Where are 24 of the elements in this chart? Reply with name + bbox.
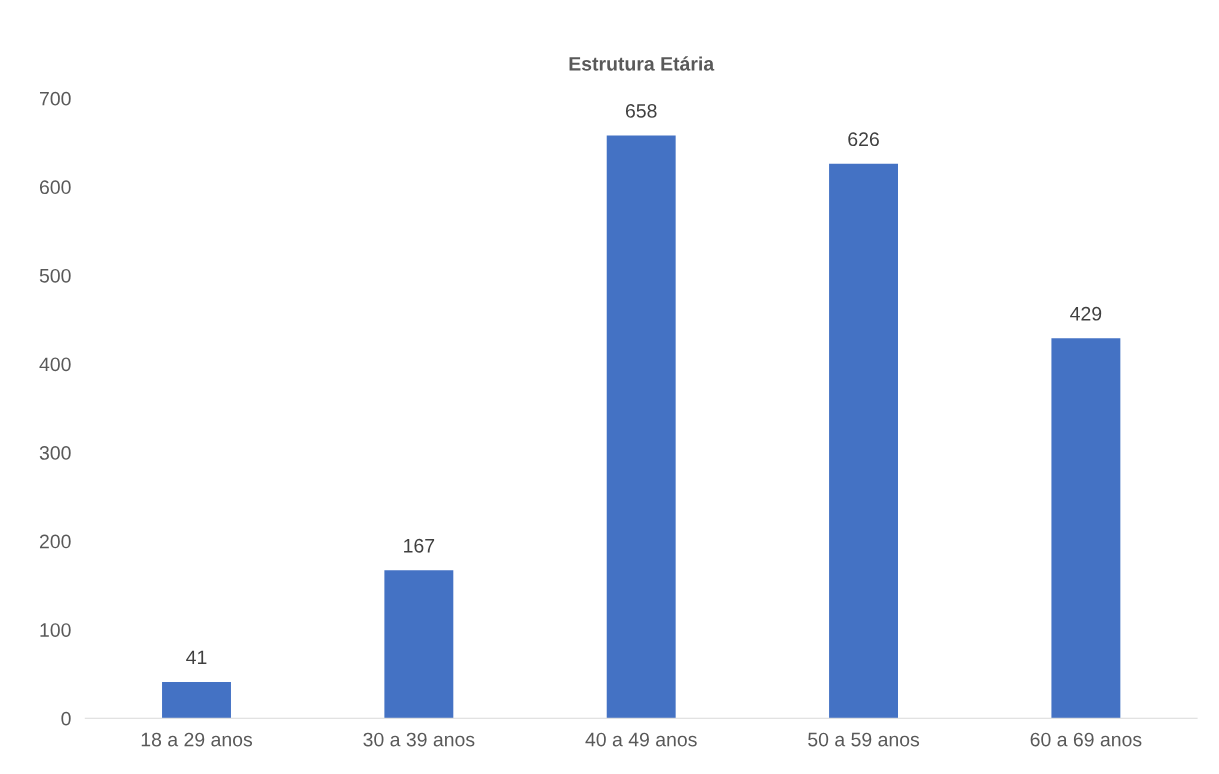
y-tick-label: 200 — [39, 534, 71, 549]
x-tick-label: 60 a 69 anos — [1030, 732, 1142, 747]
y-tick-label: 700 — [40, 91, 71, 106]
y-tick-label: 300 — [39, 446, 71, 460]
bar — [606, 135, 676, 719]
bar — [384, 570, 454, 719]
chart-title: Estrutura Etária — [569, 56, 715, 71]
x-tick-label: 40 a 49 anos — [585, 732, 697, 747]
data-label: 167 — [404, 538, 435, 553]
x-tick-label: 30 a 39 anos — [363, 732, 475, 747]
bar — [162, 681, 231, 719]
data-label: 626 — [848, 132, 879, 147]
bar — [829, 163, 898, 719]
data-label: 41 — [186, 650, 207, 665]
data-label: 429 — [1070, 306, 1102, 321]
y-tick-label: 500 — [39, 268, 71, 283]
y-tick-label: 400 — [39, 357, 71, 372]
y-tick-label: 100 — [40, 623, 71, 637]
x-tick-label: 18 a 29 anos — [141, 732, 253, 747]
data-label: 658 — [625, 104, 657, 118]
x-tick-label: 50 a 59 anos — [808, 732, 920, 747]
bar — [1051, 338, 1121, 719]
y-tick-label: 600 — [39, 180, 71, 195]
y-tick-label: 0 — [61, 711, 71, 726]
